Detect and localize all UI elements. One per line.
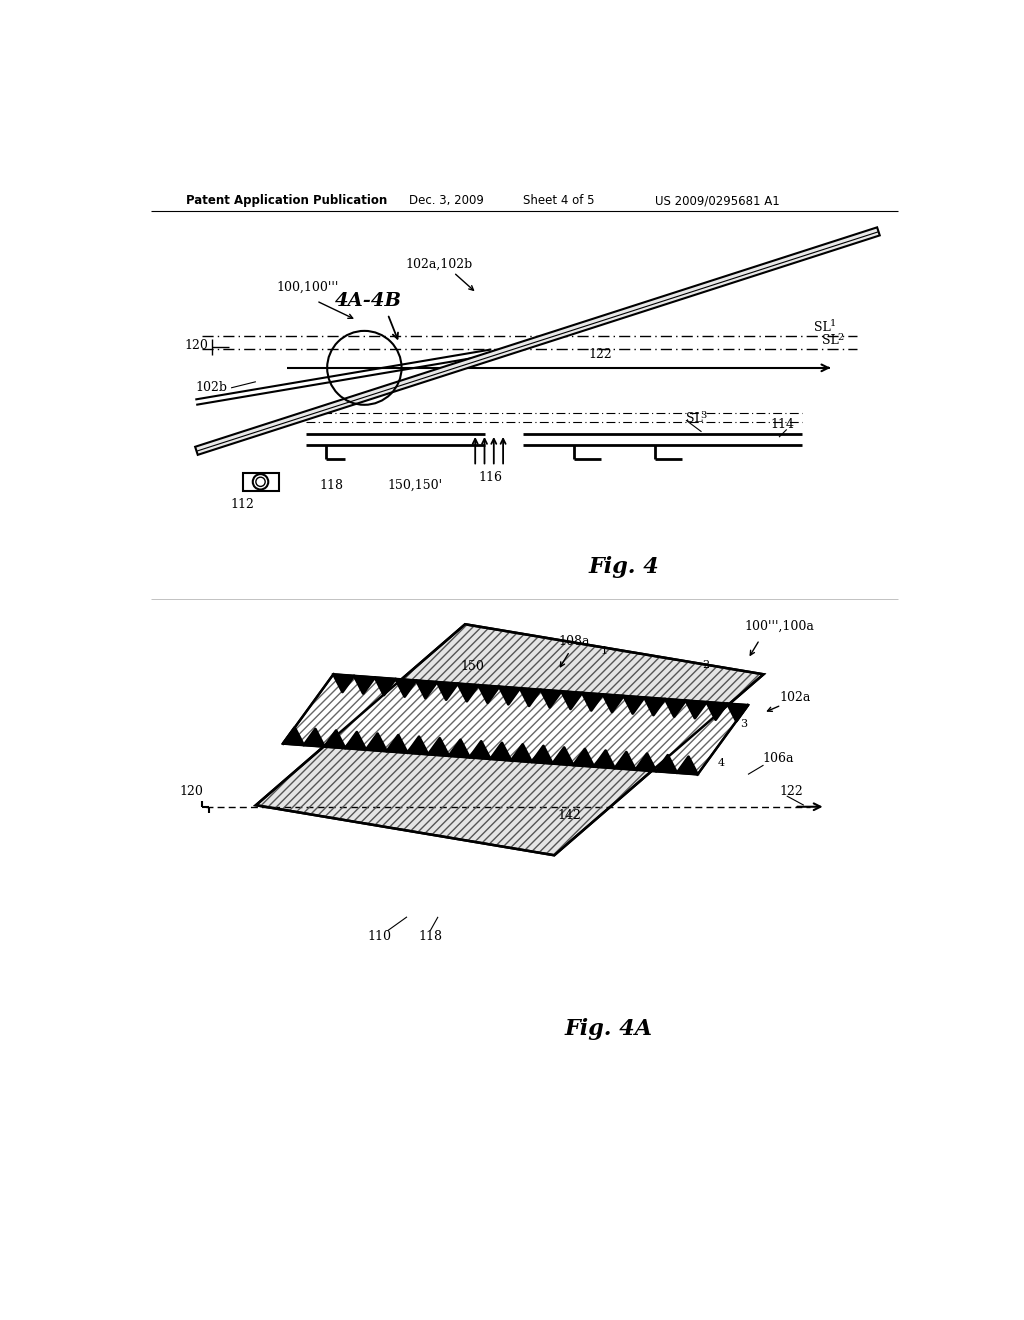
Polygon shape xyxy=(665,700,686,717)
Polygon shape xyxy=(603,694,624,711)
Polygon shape xyxy=(636,754,656,771)
Text: 118: 118 xyxy=(418,929,442,942)
Text: SL: SL xyxy=(814,321,830,334)
Text: 1: 1 xyxy=(829,319,836,329)
Polygon shape xyxy=(428,738,449,756)
Text: 4: 4 xyxy=(718,758,724,768)
Text: 104a: 104a xyxy=(360,677,392,690)
Polygon shape xyxy=(553,747,573,766)
Polygon shape xyxy=(334,675,354,692)
Text: Dec. 3, 2009: Dec. 3, 2009 xyxy=(409,194,483,207)
Polygon shape xyxy=(511,744,531,762)
Polygon shape xyxy=(387,735,408,752)
Text: 102a: 102a xyxy=(779,690,810,704)
Text: SL: SL xyxy=(821,334,839,347)
Text: 122: 122 xyxy=(589,348,612,362)
Text: 120: 120 xyxy=(179,785,203,797)
Polygon shape xyxy=(614,752,636,770)
Polygon shape xyxy=(520,688,541,706)
Circle shape xyxy=(253,474,268,490)
Text: 106a: 106a xyxy=(762,752,794,766)
Text: 102a,102b: 102a,102b xyxy=(406,259,473,271)
Polygon shape xyxy=(470,742,490,759)
Text: 150: 150 xyxy=(461,660,484,673)
Text: 1: 1 xyxy=(601,647,608,656)
Polygon shape xyxy=(500,686,520,705)
Text: 2: 2 xyxy=(701,660,709,671)
Polygon shape xyxy=(354,676,375,693)
Polygon shape xyxy=(283,675,748,775)
Text: 112: 112 xyxy=(230,499,255,511)
Polygon shape xyxy=(727,704,748,721)
Polygon shape xyxy=(437,682,458,700)
Text: Fig. 4A: Fig. 4A xyxy=(564,1018,652,1040)
Polygon shape xyxy=(594,751,614,768)
Text: 116: 116 xyxy=(478,471,503,484)
Polygon shape xyxy=(458,684,478,701)
Polygon shape xyxy=(573,748,594,767)
Text: 114: 114 xyxy=(771,417,795,430)
Polygon shape xyxy=(656,755,677,774)
Text: 142: 142 xyxy=(558,809,582,822)
Text: 3: 3 xyxy=(740,719,748,730)
Text: US 2009/0295681 A1: US 2009/0295681 A1 xyxy=(655,194,779,207)
Polygon shape xyxy=(686,701,707,718)
Text: 118: 118 xyxy=(319,479,344,492)
Polygon shape xyxy=(395,678,417,697)
Polygon shape xyxy=(449,739,470,758)
Polygon shape xyxy=(624,696,644,714)
Text: Sheet 4 of 5: Sheet 4 of 5 xyxy=(523,194,595,207)
Polygon shape xyxy=(490,743,511,760)
Text: 150,150': 150,150' xyxy=(388,479,442,492)
Polygon shape xyxy=(417,681,437,698)
Text: Patent Application Publication: Patent Application Publication xyxy=(186,194,387,207)
Polygon shape xyxy=(256,624,764,855)
Polygon shape xyxy=(677,756,697,775)
Text: 108a: 108a xyxy=(558,635,590,648)
Text: Fig. 4: Fig. 4 xyxy=(589,556,659,578)
Text: 120: 120 xyxy=(184,339,208,352)
Polygon shape xyxy=(366,734,387,751)
Polygon shape xyxy=(304,729,325,747)
Polygon shape xyxy=(478,685,500,702)
Polygon shape xyxy=(644,697,665,715)
Polygon shape xyxy=(345,733,366,750)
Text: SL: SL xyxy=(686,412,702,425)
Polygon shape xyxy=(325,730,345,748)
Text: 110: 110 xyxy=(368,929,392,942)
Circle shape xyxy=(256,478,265,487)
Text: 3: 3 xyxy=(700,411,707,420)
Polygon shape xyxy=(707,702,727,719)
Polygon shape xyxy=(196,227,880,455)
Polygon shape xyxy=(561,692,583,709)
Polygon shape xyxy=(283,727,304,744)
Text: 122: 122 xyxy=(779,785,803,797)
Polygon shape xyxy=(583,693,603,710)
Polygon shape xyxy=(531,746,553,763)
Polygon shape xyxy=(408,737,428,755)
Polygon shape xyxy=(541,689,561,708)
Text: 4A-4B: 4A-4B xyxy=(335,292,401,310)
Text: 2: 2 xyxy=(838,333,844,342)
Text: 100,100''': 100,100''' xyxy=(276,281,339,294)
Text: 100''',100a: 100''',100a xyxy=(744,620,814,634)
Polygon shape xyxy=(375,677,395,696)
Text: 102b: 102b xyxy=(196,381,227,395)
Polygon shape xyxy=(243,473,280,491)
